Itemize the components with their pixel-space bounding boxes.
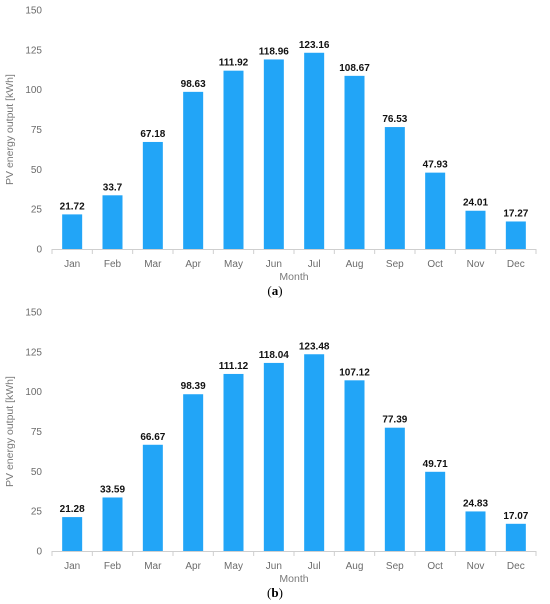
- x-tick-label: Nov: [467, 259, 485, 270]
- y-tick-label: 100: [25, 85, 42, 96]
- x-tick-label: Apr: [185, 259, 201, 270]
- bar-jun: [263, 362, 284, 551]
- panel-letter: b: [271, 585, 278, 600]
- bar-chart-b: 0 25 50 75 100 125 150 PV energy output [kWh] 21…: [4, 308, 537, 600]
- data-label: 21.28: [60, 504, 85, 515]
- bar-nov: [465, 511, 486, 551]
- y-tick-label: 125: [25, 45, 42, 56]
- x-tick-label: Mar: [144, 259, 162, 270]
- y-tick-label: 25: [31, 507, 43, 518]
- x-tick-label: Jan: [64, 561, 80, 572]
- bar-may: [223, 373, 244, 551]
- bar-apr: [183, 91, 204, 249]
- x-tick-label: Apr: [185, 561, 201, 572]
- x-tick-label: Feb: [104, 259, 122, 270]
- x-tick-label: Aug: [346, 259, 364, 270]
- x-tick-label: May: [224, 259, 243, 270]
- data-label: 123.48: [299, 341, 330, 352]
- x-tick-label: Dec: [507, 561, 525, 572]
- data-label: 33.59: [100, 484, 125, 495]
- bar-mar: [142, 444, 163, 551]
- panel-label: (b): [267, 585, 283, 600]
- y-tick-label: 0: [36, 547, 42, 558]
- data-label: 118.04: [259, 350, 289, 361]
- data-label: 98.39: [181, 381, 206, 392]
- data-label: 17.07: [503, 511, 528, 522]
- data-label: 67.18: [140, 129, 165, 140]
- bar-sep: [384, 127, 405, 249]
- bar-may: [223, 70, 244, 249]
- bar-jul: [304, 52, 325, 249]
- data-label: 24.01: [463, 198, 488, 209]
- x-tick-label: Feb: [104, 561, 122, 572]
- data-label: 118.96: [259, 46, 289, 57]
- x-tick-label: Aug: [346, 561, 364, 572]
- data-label: 123.16: [299, 40, 330, 51]
- data-label: 33.7: [103, 182, 123, 193]
- bar-oct: [425, 172, 446, 249]
- data-label: 111.92: [219, 58, 249, 69]
- panel-letter: a: [272, 283, 279, 298]
- data-label: 21.72: [60, 201, 85, 212]
- bar-jan: [62, 517, 83, 551]
- x-axis-title: Month: [279, 271, 308, 283]
- x-tick-label: Oct: [427, 259, 443, 270]
- x-tick-label: May: [224, 561, 243, 572]
- bar-sep: [384, 427, 405, 551]
- y-tick-label: 50: [31, 467, 43, 478]
- y-axis-title: PV energy output [kWh]: [4, 376, 16, 487]
- bar-feb: [102, 497, 123, 551]
- y-tick-label: 50: [31, 165, 43, 176]
- y-axis-title: PV energy output [kWh]: [4, 74, 16, 185]
- x-tick-label: Jun: [266, 259, 282, 270]
- y-tick-label: 0: [36, 245, 42, 256]
- chart-panel-b: 0 25 50 75 100 125 150 PV energy output [kWh] 21…: [0, 302, 550, 604]
- chart-panel-a: 0 25 50 75 100 125 150 PV energy output [kWh] 21…: [4, 6, 537, 298]
- data-label: 17.27: [503, 208, 528, 219]
- y-tick-label: 75: [31, 427, 43, 438]
- data-label: 108.67: [339, 63, 370, 74]
- data-label: 98.63: [181, 79, 206, 90]
- y-tick-label: 150: [25, 308, 42, 319]
- bar-aug: [344, 75, 365, 249]
- bar-jul: [304, 354, 325, 551]
- bar-aug: [344, 380, 365, 551]
- x-tick-label: Nov: [467, 561, 485, 572]
- data-label: 111.12: [219, 361, 249, 372]
- y-tick-label: 100: [25, 387, 42, 398]
- data-label: 77.39: [382, 415, 407, 426]
- x-tick-label: Jan: [64, 259, 80, 270]
- bar-dec: [505, 221, 526, 249]
- bar-mar: [142, 141, 163, 249]
- data-label: 49.71: [423, 459, 448, 470]
- x-tick-label: Sep: [386, 259, 404, 270]
- bar-jun: [263, 59, 284, 250]
- y-tick-label: 75: [31, 125, 43, 136]
- x-tick-label: Mar: [144, 561, 162, 572]
- data-label: 66.67: [140, 432, 165, 443]
- bar-feb: [102, 195, 123, 249]
- bar-dec: [505, 523, 526, 551]
- data-label: 24.83: [463, 498, 488, 509]
- data-label: 76.53: [382, 114, 407, 125]
- x-tick-label: Jul: [308, 561, 321, 572]
- bar-chart-a: 0 25 50 75 100 125 150 PV energy output [kWh] 21…: [4, 6, 537, 298]
- panel-label: (a): [267, 283, 282, 298]
- data-label: 107.12: [339, 367, 370, 378]
- bar-jan: [62, 214, 83, 249]
- x-tick-label: Jun: [266, 561, 282, 572]
- x-tick-label: Jul: [308, 259, 321, 270]
- x-tick-label: Dec: [507, 259, 525, 270]
- y-tick-label: 150: [25, 6, 42, 17]
- bar-apr: [183, 394, 204, 551]
- bar-oct: [425, 471, 446, 551]
- data-label: 47.93: [423, 160, 448, 171]
- x-tick-label: Sep: [386, 561, 404, 572]
- y-tick-label: 25: [31, 205, 43, 216]
- x-tick-label: Oct: [427, 561, 443, 572]
- bar-nov: [465, 210, 486, 249]
- y-tick-label: 125: [25, 347, 42, 358]
- x-axis-title: Month: [279, 573, 308, 585]
